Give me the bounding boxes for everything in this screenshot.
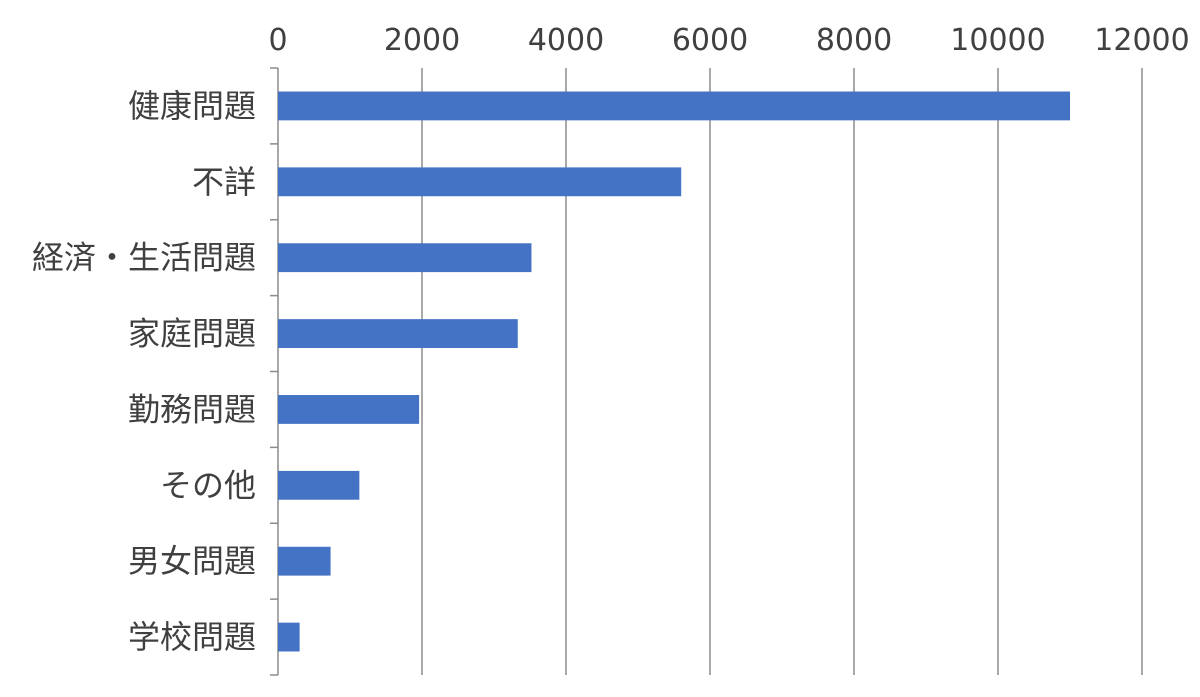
bar-3: [278, 243, 532, 273]
x-tick-label-8000: 8000: [816, 23, 892, 58]
category-label-8: 学校問題: [128, 618, 256, 656]
category-label-2: 不詳: [192, 163, 256, 201]
bar-7: [278, 546, 331, 576]
x-tick-label-4000: 4000: [528, 23, 604, 58]
bar-4: [278, 319, 518, 348]
x-tick-label-2000: 2000: [384, 23, 460, 58]
category-axis: [270, 67, 279, 676]
x-tick-label-6000: 6000: [672, 23, 748, 58]
bar-6: [278, 470, 360, 500]
bar-1: [278, 91, 1070, 121]
bar-2: [278, 167, 682, 197]
gridlines: [421, 68, 1143, 675]
category-label-1: 健康問題: [128, 87, 256, 125]
x-axis-tick-labels: 0 2000 4000 6000 8000 10000 12000: [268, 23, 1189, 58]
bar-5: [278, 395, 420, 424]
x-tick-label-12000: 12000: [1094, 23, 1189, 58]
x-tick-label-0: 0: [268, 23, 287, 58]
category-label-4: 家庭問題: [128, 315, 256, 353]
category-label-5: 勤務問題: [128, 390, 256, 428]
category-label-6: その他: [160, 466, 256, 504]
category-label-3: 経済・生活問題: [32, 239, 256, 277]
x-tick-label-10000: 10000: [950, 23, 1045, 58]
category-label-7: 男女問題: [128, 542, 256, 580]
bar-8: [278, 622, 300, 652]
bars: [278, 91, 1070, 652]
